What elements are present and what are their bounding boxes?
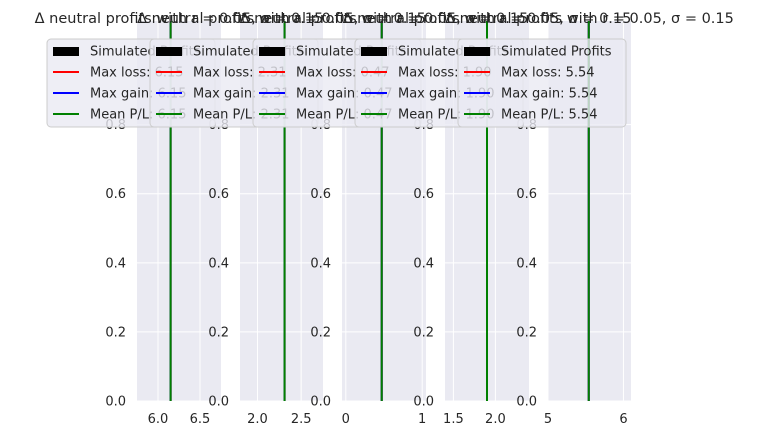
chart-title: Δ neutral profits with r = 0.05, σ = 0.1… [445, 11, 734, 27]
x-tick-label: 1.5 [443, 412, 464, 427]
y-tick-label: 0.4 [105, 256, 126, 271]
y-tick-label: 0.2 [208, 325, 229, 340]
x-tick-label: 1 [418, 412, 426, 427]
y-tick-label: 0.2 [310, 325, 331, 340]
chart-title: Δ neutral profits with r = 0.05, σ = 0.1… [240, 11, 529, 27]
y-tick-label: 0.0 [413, 395, 434, 410]
x-tick-label: 5 [544, 412, 552, 427]
y-tick-label: 0.2 [516, 325, 537, 340]
y-tick-label: 0.6 [310, 187, 331, 202]
y-tick-label: 0.4 [310, 256, 331, 271]
y-tick-label: 0.0 [208, 395, 229, 410]
y-tick-label: 0.6 [105, 187, 126, 202]
x-tick-label: 6.5 [190, 412, 211, 427]
chart-title: Δ neutral profits with r = 0.05, σ = 0.1… [343, 11, 632, 27]
legend-swatch-bar [464, 47, 490, 56]
y-tick-label: 0.0 [105, 395, 126, 410]
legend-5: Simulated Profits Max loss: 5.54 Max gain:… [457, 38, 627, 128]
y-tick-label: 0.0 [310, 395, 331, 410]
legend-swatch-bar [156, 47, 182, 56]
legend-label: Simulated Profits [501, 45, 612, 60]
y-tick-label: 0.6 [208, 187, 229, 202]
x-tick-label: 0 [342, 412, 350, 427]
legend-swatch-bar [259, 47, 285, 56]
y-tick-label: 0.4 [413, 256, 434, 271]
y-tick-label: 0.4 [516, 256, 537, 271]
legend-swatch-bar [53, 47, 79, 56]
chart-title: Δ neutral profits with r = 0.05, σ = 0.1… [137, 11, 426, 27]
chart-title: Δ neutral profits with r = 0.05, σ = 0.1… [35, 11, 324, 27]
legend-swatch-bar [361, 47, 387, 56]
y-tick-label: 0.2 [413, 325, 434, 340]
y-tick-label: 0.0 [516, 395, 537, 410]
legend-box [457, 38, 627, 128]
title-layer: Δ neutral profits with r = 0.05, σ = 0.1… [35, 11, 734, 27]
x-tick-label: 6 [619, 412, 627, 427]
y-tick-label: 0.2 [105, 325, 126, 340]
legend-label: Max loss: 5.54 [501, 66, 595, 81]
x-tick-label: 2.0 [485, 412, 506, 427]
legend-label: Mean P/L: 5.54 [501, 108, 597, 123]
legend-label: Max gain: 5.54 [501, 87, 598, 102]
x-tick-label: 2.0 [247, 412, 268, 427]
x-tick-label: 2.5 [291, 412, 312, 427]
y-tick-label: 0.6 [516, 187, 537, 202]
y-tick-label: 0.4 [208, 256, 229, 271]
x-tick-label: 6.0 [148, 412, 169, 427]
y-tick-label: 0.6 [413, 187, 434, 202]
